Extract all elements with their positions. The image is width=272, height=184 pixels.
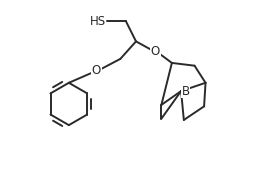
Text: O: O (92, 64, 101, 77)
Text: B: B (182, 85, 190, 98)
Text: HS: HS (89, 15, 106, 28)
Text: O: O (151, 45, 160, 58)
